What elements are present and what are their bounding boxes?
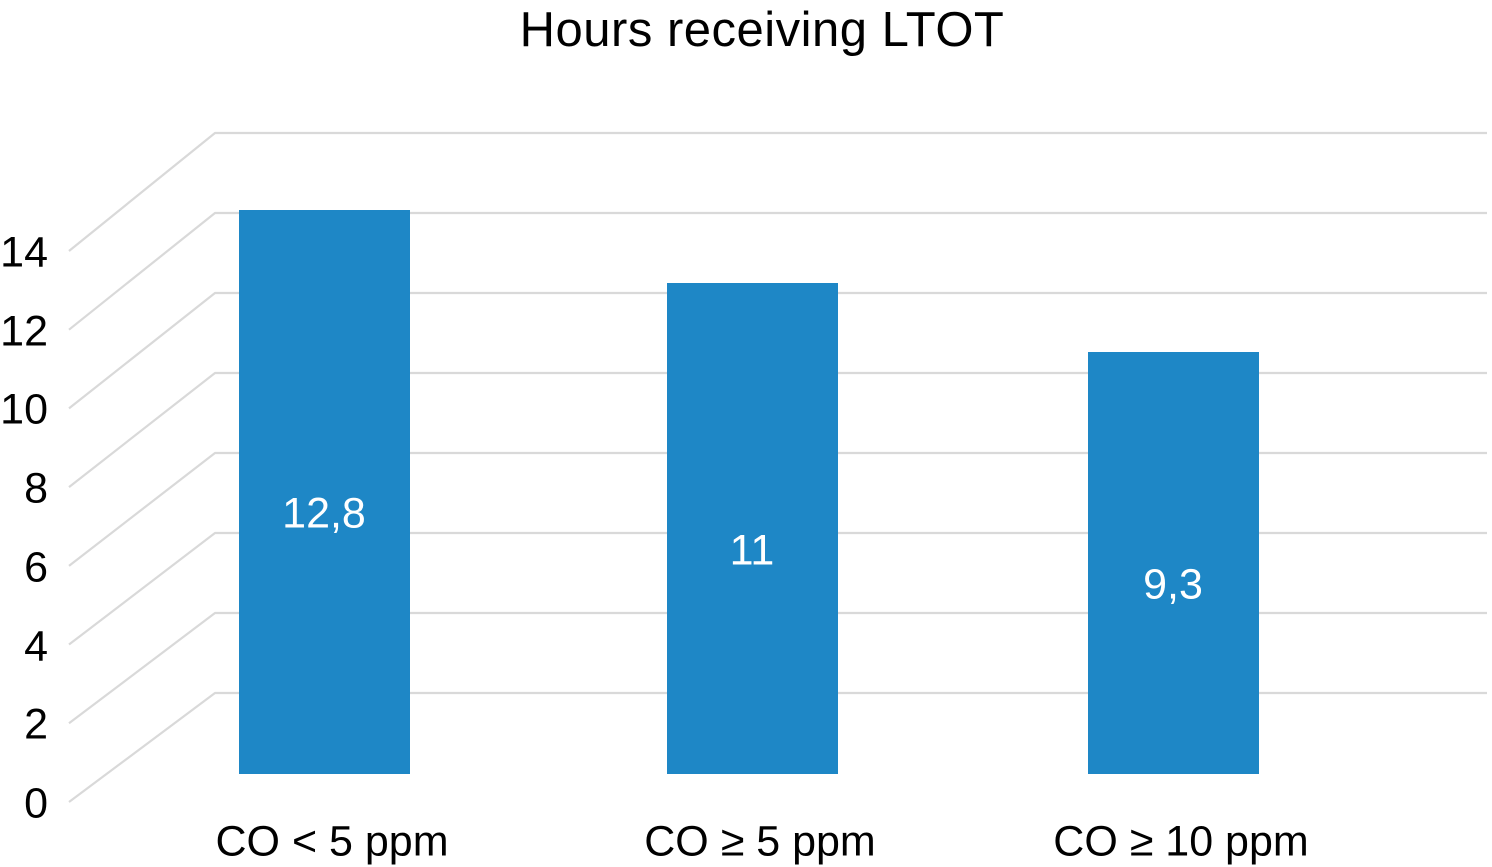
bar-3 (1087, 351, 1259, 774)
x-category-label-1: CO < 5 ppm (215, 817, 449, 866)
gridline-y8 (68, 371, 1487, 488)
gridline-y10 (68, 291, 1487, 410)
chart-title: Hours receiving LTOT (519, 3, 1005, 57)
bar-value-label-2: 11 (729, 526, 775, 574)
x-category-label-3: CO ≥ 10 ppm (1053, 817, 1309, 866)
bar-value-label-1: 12,8 (282, 489, 366, 538)
gridline-y6 (68, 451, 1487, 567)
x-category-label-2: CO ≥ 5 ppm (644, 817, 876, 866)
gridline-y14 (68, 131, 1487, 252)
gridline-y12 (68, 211, 1487, 331)
y-tick-label-12: 12 (0, 307, 48, 356)
y-tick-label-10: 10 (0, 385, 48, 434)
bar-2 (666, 283, 838, 774)
y-tick-label-14: 14 (0, 228, 48, 277)
y-tick-label-0: 0 (24, 779, 48, 828)
gridline-y4 (68, 531, 1487, 646)
gridline-y0 (68, 691, 1487, 803)
y-tick-label-2: 2 (24, 700, 48, 749)
bar-1 (238, 210, 410, 774)
y-tick-label-4: 4 (24, 622, 48, 671)
gridline-y2 (68, 611, 1487, 725)
y-tick-label-8: 8 (24, 464, 48, 513)
bar-value-label-3: 9,3 (1143, 560, 1203, 609)
y-tick-label-6: 6 (24, 543, 48, 592)
